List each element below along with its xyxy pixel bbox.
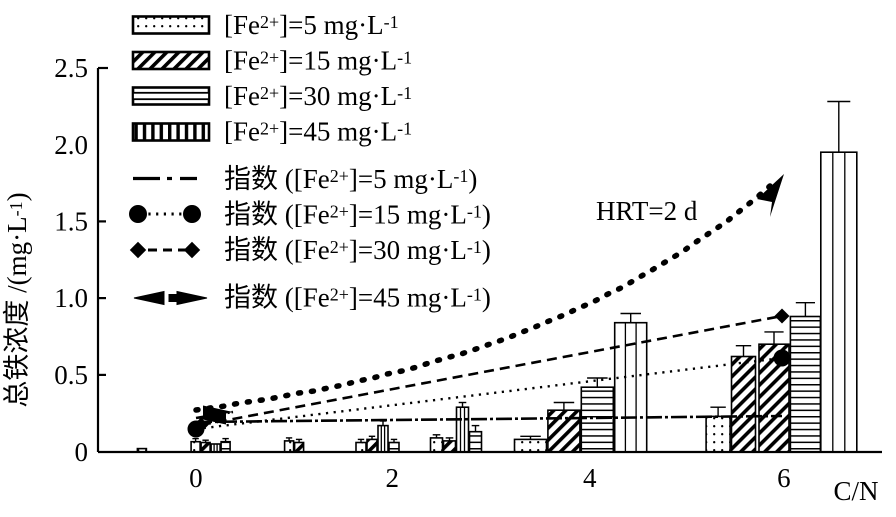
svg-text:总铁浓度 /(mg·L-1): 总铁浓度 /(mg·L-1) — [2, 192, 32, 407]
svg-text:HRT=2 d: HRT=2 d — [596, 196, 698, 226]
svg-text:[Fe2+]=5 mg·L-1: [Fe2+]=5 mg·L-1 — [224, 10, 399, 40]
svg-text:0.5: 0.5 — [54, 360, 88, 390]
svg-text:[Fe2+]=30 mg·L-1: [Fe2+]=30 mg·L-1 — [224, 81, 412, 111]
svg-text:1.0: 1.0 — [54, 283, 88, 313]
svg-text:2.5: 2.5 — [54, 53, 88, 83]
svg-text:1.5: 1.5 — [54, 207, 88, 237]
svg-text:C/N: C/N — [833, 476, 878, 506]
svg-text:2.0: 2.0 — [54, 130, 88, 160]
svg-text:[Fe2+]=15 mg·L-1: [Fe2+]=15 mg·L-1 — [224, 46, 412, 76]
svg-text:4: 4 — [583, 463, 597, 493]
svg-text:2: 2 — [386, 463, 400, 493]
svg-text:指数 ([Fe2+]=15 mg·L-1): 指数 ([Fe2+]=15 mg·L-1) — [224, 200, 491, 230]
svg-text:指数 ([Fe2+]=45 mg·L-1): 指数 ([Fe2+]=45 mg·L-1) — [224, 283, 491, 313]
svg-text:0: 0 — [189, 463, 203, 493]
svg-text:0: 0 — [75, 437, 89, 467]
svg-text:指数 ([Fe2+]=30 mg·L-1): 指数 ([Fe2+]=30 mg·L-1) — [224, 235, 491, 265]
svg-text:指数 ([Fe2+]=5 mg·L-1): 指数 ([Fe2+]=5 mg·L-1) — [224, 164, 477, 194]
svg-text:[Fe2+]=45 mg·L-1: [Fe2+]=45 mg·L-1 — [224, 117, 412, 147]
svg-text:6: 6 — [777, 463, 791, 493]
